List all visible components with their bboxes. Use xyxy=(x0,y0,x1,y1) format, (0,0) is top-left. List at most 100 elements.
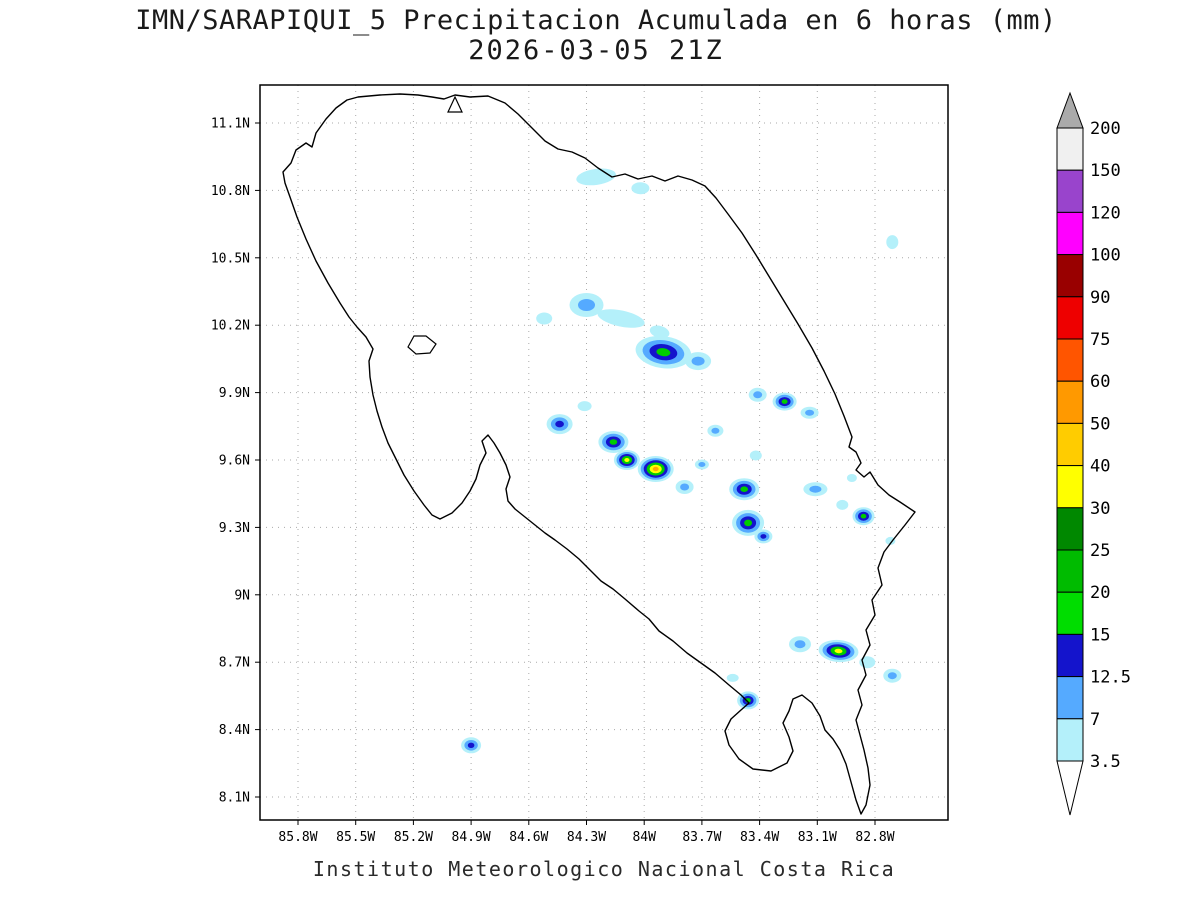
y-tick-label: 10.5N xyxy=(211,251,250,266)
x-tick-label: 83.4W xyxy=(740,830,779,845)
precip-cell xyxy=(794,640,806,649)
costa-rica-coastline xyxy=(282,93,916,815)
colorbar-label: 50 xyxy=(1090,414,1110,434)
precip-cell xyxy=(555,420,564,428)
coastline-layer xyxy=(282,93,916,815)
precip-cell xyxy=(649,325,670,339)
x-tick-label: 82.8W xyxy=(855,830,894,845)
precip-cell xyxy=(805,409,815,416)
precip-cell xyxy=(809,485,822,493)
y-tick-label: 10.2N xyxy=(211,319,250,334)
colorbar-band xyxy=(1056,380,1084,424)
colorbar-under-arrow xyxy=(1056,760,1084,816)
precip-cell xyxy=(859,656,876,669)
colorbar: 3.5 7 12.5 15 20 25 30 40 50 60 75 90 100 120 150 200 xyxy=(1056,91,1131,816)
precip-cell xyxy=(578,299,595,311)
plot-frame xyxy=(259,84,949,821)
colorbar-label: 40 xyxy=(1090,457,1110,477)
chart-title: IMN/SARAPIQUI_5 Precipitacion Acumulada … xyxy=(135,5,1057,36)
x-tick-label: 83.7W xyxy=(682,830,721,845)
lake-outline xyxy=(407,335,437,355)
x-tick-label: 85.8W xyxy=(278,830,317,845)
colorbar-label: 60 xyxy=(1090,372,1110,392)
y-tick-label: 9.6N xyxy=(219,454,250,469)
precip-cell xyxy=(536,312,553,325)
precip-cell xyxy=(698,462,706,467)
precip-cell xyxy=(753,391,763,399)
precip-cell xyxy=(624,458,630,462)
x-tick-label: 84.3W xyxy=(567,830,606,845)
colorbar-band xyxy=(1056,296,1084,340)
x-tick-label: 84.6W xyxy=(509,830,548,845)
precip-cell xyxy=(740,486,748,493)
triangle-marker xyxy=(447,95,463,113)
y-tick-label: 11.1N xyxy=(211,117,250,132)
colorbar-over-arrow xyxy=(1056,91,1084,129)
axes-layer: 85.8W 85.5W 85.2W 84.9W 84.6W 84.3W 84W 83.7W 83… xyxy=(211,84,949,845)
precip-cell xyxy=(467,742,475,748)
colorbar-band xyxy=(1056,507,1084,551)
x-tick-label: 83.1W xyxy=(798,830,837,845)
x-tick-label: 85.2W xyxy=(394,830,433,845)
precip-cell xyxy=(846,474,857,482)
precip-cell xyxy=(836,499,849,510)
y-tick-label: 9.9N xyxy=(219,386,250,401)
colorbar-label: 100 xyxy=(1090,246,1121,266)
precip-cell xyxy=(744,519,753,527)
precip-cell xyxy=(577,401,592,412)
y-tick-label: 9N xyxy=(234,588,250,603)
colorbar-label: 12.5 xyxy=(1090,668,1131,688)
colorbar-band xyxy=(1056,465,1084,509)
precip-cell xyxy=(691,356,705,366)
precip-cell xyxy=(886,235,899,250)
colorbar-band xyxy=(1056,549,1084,593)
colorbar-band xyxy=(1056,338,1084,382)
colorbar-band xyxy=(1056,422,1084,467)
precip-cell xyxy=(781,399,788,404)
x-tick-label: 85.5W xyxy=(336,830,375,845)
precip-cell xyxy=(711,427,720,434)
precip-cell xyxy=(631,182,650,195)
colorbar-band xyxy=(1056,718,1084,762)
colorbar-band xyxy=(1056,211,1084,256)
colorbar-label: 30 xyxy=(1090,499,1110,519)
precip-cell xyxy=(726,673,739,682)
colorbar-band xyxy=(1056,633,1084,678)
y-tick-label: 8.7N xyxy=(219,656,250,671)
precip-cell xyxy=(597,309,645,328)
colorbar-label: 75 xyxy=(1090,330,1110,350)
y-tick-label: 8.4N xyxy=(219,723,250,738)
colorbar-label: 200 xyxy=(1090,119,1121,139)
precip-layer xyxy=(461,168,902,754)
x-tick-label: 84.9W xyxy=(452,830,491,845)
precip-cell xyxy=(834,648,843,654)
y-tick-label: 8.1N xyxy=(219,791,250,806)
x-tick-label: 84W xyxy=(632,830,656,845)
precip-cell xyxy=(609,439,618,445)
precip-cell xyxy=(656,348,671,357)
colorbar-label: 25 xyxy=(1090,541,1110,561)
precip-cell xyxy=(760,534,767,539)
precip-cell xyxy=(860,513,867,519)
chart-datetime: 2026-03-05 21Z xyxy=(468,35,724,66)
colorbar-label: 15 xyxy=(1090,625,1110,645)
y-tick-label: 9.3N xyxy=(219,521,250,536)
colorbar-band xyxy=(1056,127,1084,171)
colorbar-label: 7 xyxy=(1090,710,1100,730)
y-tick-label: 10.8N xyxy=(211,184,250,199)
colorbar-band xyxy=(1056,676,1084,720)
colorbar-label: 20 xyxy=(1090,583,1110,603)
grid-layer xyxy=(260,85,948,820)
footer-credit: Instituto Meteorologico Nacional Costa R… xyxy=(312,857,896,881)
colorbar-band xyxy=(1056,254,1084,298)
colorbar-label: 120 xyxy=(1090,203,1121,223)
precip-cell xyxy=(749,450,762,461)
precip-cell xyxy=(887,672,897,680)
precip-cell xyxy=(885,536,896,545)
precip-cell xyxy=(652,466,659,472)
colorbar-label: 3.5 xyxy=(1090,752,1121,772)
colorbar-band xyxy=(1056,591,1084,635)
colorbar-label: 90 xyxy=(1090,288,1110,308)
colorbar-label: 150 xyxy=(1090,161,1121,181)
